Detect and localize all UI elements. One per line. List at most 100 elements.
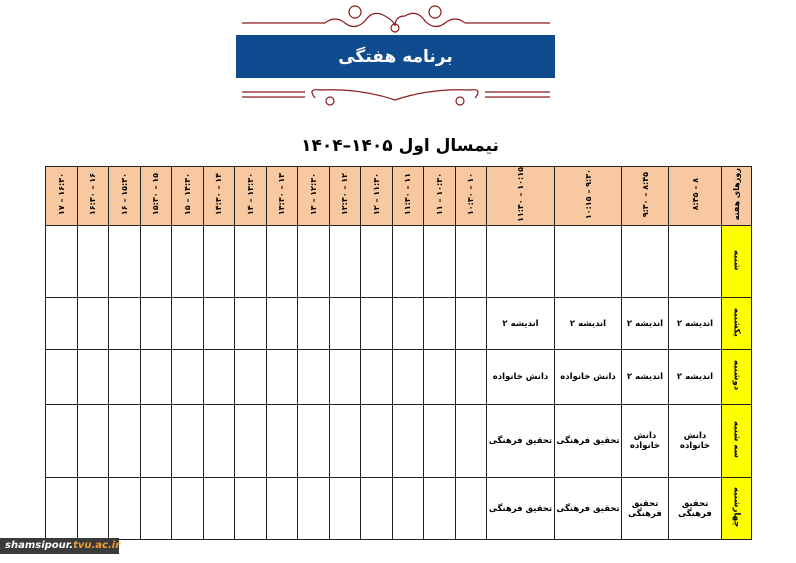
schedule-cell	[328, 477, 361, 541]
schedule-cell	[454, 297, 487, 351]
day-cell: سه شنبه	[721, 404, 752, 479]
schedule-cell	[171, 404, 204, 479]
schedule-cell	[108, 297, 141, 351]
schedule-cell	[360, 225, 393, 299]
page-title: برنامه هفتگی	[236, 35, 555, 78]
schedule-cell	[391, 297, 424, 351]
schedule-cell: تحقیق فرهنگی	[668, 477, 722, 541]
day-cell: چهارشنبه	[721, 477, 752, 541]
schedule-cell	[202, 404, 235, 479]
schedule-cell	[423, 297, 456, 351]
time-slot-header: ۱۵:۳۰ – ۱۶	[108, 165, 141, 227]
schedule-cell	[45, 225, 78, 299]
header-label: ۱۰ – ۱۰:۳۰	[466, 173, 476, 216]
schedule-cell	[668, 225, 722, 299]
schedule-cell	[486, 225, 555, 299]
schedule-cell	[265, 225, 298, 299]
time-slot-header: ۱۱:۳۰ – ۱۲	[360, 165, 393, 227]
time-slot-header: ۱۲ – ۱۲:۳۰	[328, 165, 361, 227]
schedule-cell	[554, 225, 622, 299]
schedule-cell	[234, 225, 267, 299]
schedule-cell	[423, 349, 456, 406]
schedule-cell	[265, 297, 298, 351]
schedule-cell	[234, 349, 267, 406]
schedule-cell: دانش خانواده	[486, 349, 555, 406]
table-row: دوشنبه اندیشه ۲ اندیشه ۲ دانش خانواده دانش خ…	[45, 349, 752, 406]
header-label: ۱۲:۳۰ – ۱۳	[308, 173, 318, 216]
schedule-cell	[45, 349, 78, 406]
day-label: یکشنبه	[731, 307, 742, 337]
schedule-cell	[360, 404, 393, 479]
schedule-cell	[108, 225, 141, 299]
schedule-cell	[454, 404, 487, 479]
time-slot-header: ۱۴ – ۱۴:۳۰	[202, 165, 235, 227]
schedule-cell	[328, 404, 361, 479]
time-slot-header: ۱۰:۳۰ – ۱۱	[423, 165, 456, 227]
schedule-cell	[139, 349, 172, 406]
schedule-cell	[202, 297, 235, 351]
schedule-cell: تحقیق فرهنگی	[621, 477, 669, 541]
header-label: ۱۱:۳۰ – ۱۲	[371, 173, 381, 216]
schedule-cell	[202, 225, 235, 299]
table-row: شنبه	[45, 225, 752, 299]
day-label: شنبه	[731, 249, 742, 271]
header-label: ۱۳:۳۰ – ۱۴	[245, 173, 255, 216]
schedule-cell	[328, 349, 361, 406]
table-row: سه شنبه دانش خانواده دانش خانواده تحقیق فره…	[45, 404, 752, 479]
schedule-cell: اندیشه ۲	[486, 297, 555, 351]
schedule-cell	[297, 225, 330, 299]
schedule-cell	[265, 349, 298, 406]
day-cell: یکشنبه	[721, 297, 752, 351]
schedule-cell	[139, 225, 172, 299]
schedule-cell	[76, 477, 109, 541]
header-label: ۱۶ – ۱۶:۳۰	[88, 173, 98, 216]
schedule-cell	[423, 404, 456, 479]
schedule-cell	[171, 349, 204, 406]
day-label: سه شنبه	[731, 421, 742, 459]
weekly-schedule-table: روزهای هفته ۸ – ۸:۴۵ ۸:۴۵ – ۹:۳۰ ۹:۳۰ – ۱۰:…	[45, 165, 752, 541]
decorative-ornament	[242, 5, 550, 106]
time-slot-header: ۱۳ – ۱۳:۳۰	[265, 165, 298, 227]
schedule-cell	[139, 404, 172, 479]
schedule-cell: تحقیق فرهنگی	[554, 404, 622, 479]
schedule-cell	[360, 477, 393, 541]
time-slot-header: ۹:۳۰ – ۱۰:۱۵	[554, 165, 622, 227]
header-label: ۱۵ – ۱۵:۳۰	[151, 173, 161, 216]
schedule-cell	[297, 349, 330, 406]
time-slot-header: ۸:۴۵ – ۹:۳۰	[621, 165, 669, 227]
schedule-cell	[76, 349, 109, 406]
schedule-cell: تحقیق فرهنگی	[486, 404, 555, 479]
schedule-cell	[328, 225, 361, 299]
schedule-cell	[108, 404, 141, 479]
schedule-cell: اندیشه ۲	[668, 297, 722, 351]
header-label: ۸ – ۸:۴۵	[690, 178, 700, 211]
schedule-cell	[423, 477, 456, 541]
schedule-cell	[265, 404, 298, 479]
schedule-cell	[45, 404, 78, 479]
schedule-cell	[328, 297, 361, 351]
header-label: ۱۲ – ۱۲:۳۰	[340, 173, 350, 216]
schedule-cell	[297, 297, 330, 351]
schedule-cell	[76, 297, 109, 351]
schedule-cell	[171, 477, 204, 541]
day-label: چهارشنبه	[731, 486, 742, 528]
day-cell: دوشنبه	[721, 349, 752, 406]
schedule-cell: دانش خانواده	[668, 404, 722, 479]
time-slot-header: ۱۳:۳۰ – ۱۴	[234, 165, 267, 227]
header-label: ۱۴:۳۰ – ۱۵	[182, 173, 192, 216]
time-slot-header: ۱۶ – ۱۶:۳۰	[76, 165, 109, 227]
schedule-cell: اندیشه ۲	[668, 349, 722, 406]
table-row: یکشنبه اندیشه ۲ اندیشه ۲ اندیشه ۲ اندیشه ۲	[45, 297, 752, 351]
header-label: ۱۳ – ۱۳:۳۰	[277, 173, 287, 216]
schedule-cell	[139, 477, 172, 541]
schedule-cell	[202, 477, 235, 541]
time-slot-header: ۱۰ – ۱۰:۳۰	[454, 165, 487, 227]
table-row: چهارشنبه تحقیق فرهنگی تحقیق فرهنگی تحقیق فر…	[45, 477, 752, 541]
schedule-cell	[360, 297, 393, 351]
schedule-cell: تحقیق فرهنگی	[554, 477, 622, 541]
schedule-cell	[297, 404, 330, 479]
schedule-cell	[108, 349, 141, 406]
header-label: ۱۰:۳۰ – ۱۱	[434, 173, 444, 216]
schedule-cell	[234, 477, 267, 541]
schedule-cell	[454, 225, 487, 299]
